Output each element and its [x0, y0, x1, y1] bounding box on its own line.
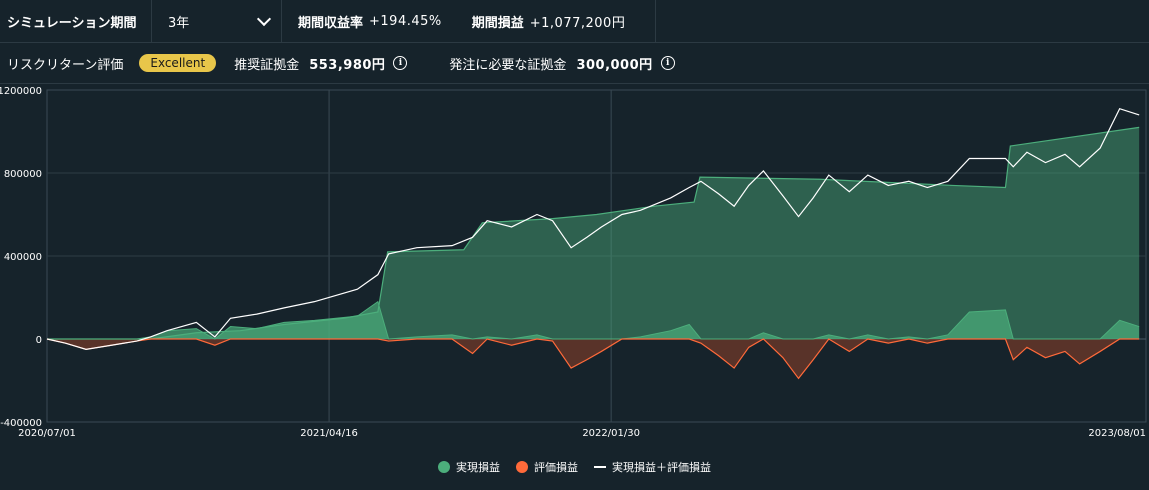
- pnl-label: 期間損益: [471, 15, 524, 31]
- summary-row: シミュレーション期間 3年 期間収益率 +194.45% 期間損益 +1,077…: [0, 0, 1149, 43]
- area-unrealized-negative: [47, 339, 1140, 379]
- y-tick-label: 800000: [4, 169, 42, 180]
- recommended-margin-label: 推奨証拠金: [234, 57, 300, 73]
- legend-item-realized[interactable]: 実現損益: [438, 459, 500, 475]
- period-select[interactable]: 3年: [152, 0, 282, 42]
- rating-badge: Excellent: [139, 54, 217, 72]
- chart-legend: 実現損益 評価損益 実現損益＋評価損益: [0, 452, 1149, 482]
- risk-row: リスクリターン評価 Excellent 推奨証拠金 553,980円 i 発注に…: [0, 43, 1149, 84]
- period-select-value: 3年: [168, 15, 190, 31]
- recommended-margin-value: 553,980円: [309, 57, 386, 73]
- legend-label-total: 実現損益＋評価損益: [612, 461, 711, 474]
- legend-dot-unrealized: [516, 461, 528, 473]
- pnl-value: +1,077,200円: [529, 15, 626, 31]
- return-label: 期間収益率: [298, 15, 364, 31]
- period-label: シミュレーション期間: [0, 0, 152, 42]
- y-tick-label: -400000: [0, 418, 42, 429]
- x-tick-label: 2021/04/16: [300, 428, 358, 439]
- required-margin-value: 300,000円: [576, 57, 653, 73]
- return-value: +194.45%: [369, 13, 442, 29]
- header-spacer: [655, 0, 1149, 42]
- legend-label-unrealized: 評価損益: [534, 461, 578, 474]
- legend-item-total[interactable]: 実現損益＋評価損益: [594, 459, 711, 475]
- y-tick-label: 0: [36, 335, 42, 346]
- pnl-chart: 2020/07/01 2021/04/16 2022/01/30 2023/08/01…: [0, 86, 1147, 439]
- legend-label-realized: 実現損益: [456, 461, 500, 474]
- x-tick-label: 2022/01/30: [582, 428, 640, 439]
- line-total: [46, 107, 1140, 350]
- line-unrealized-negative: [46, 338, 1140, 380]
- required-margin-label: 発注に必要な証拠金: [449, 57, 567, 73]
- y-tick-label: 1200000: [0, 86, 42, 97]
- area-unrealized-positive: [47, 301, 1140, 339]
- y-tick-label: 400000: [4, 252, 42, 263]
- risk-label: リスクリターン評価: [7, 57, 124, 73]
- line-unrealized-positive: [47, 300, 1140, 340]
- info-icon[interactable]: i: [393, 56, 408, 70]
- chevron-down-icon: [256, 11, 272, 27]
- legend-dot-realized: [438, 461, 450, 473]
- info-icon[interactable]: i: [660, 56, 675, 70]
- stats-group: 期間収益率 +194.45% 期間損益 +1,077,200円: [282, 0, 655, 42]
- x-tick-label: 2020/07/01: [18, 428, 76, 439]
- legend-line-total: [594, 466, 606, 468]
- chart: 2020/07/01 2021/04/16 2022/01/30 2023/08/01…: [0, 84, 1149, 486]
- x-tick-label: 2023/08/01: [1088, 428, 1146, 439]
- legend-item-unrealized[interactable]: 評価損益: [516, 459, 578, 475]
